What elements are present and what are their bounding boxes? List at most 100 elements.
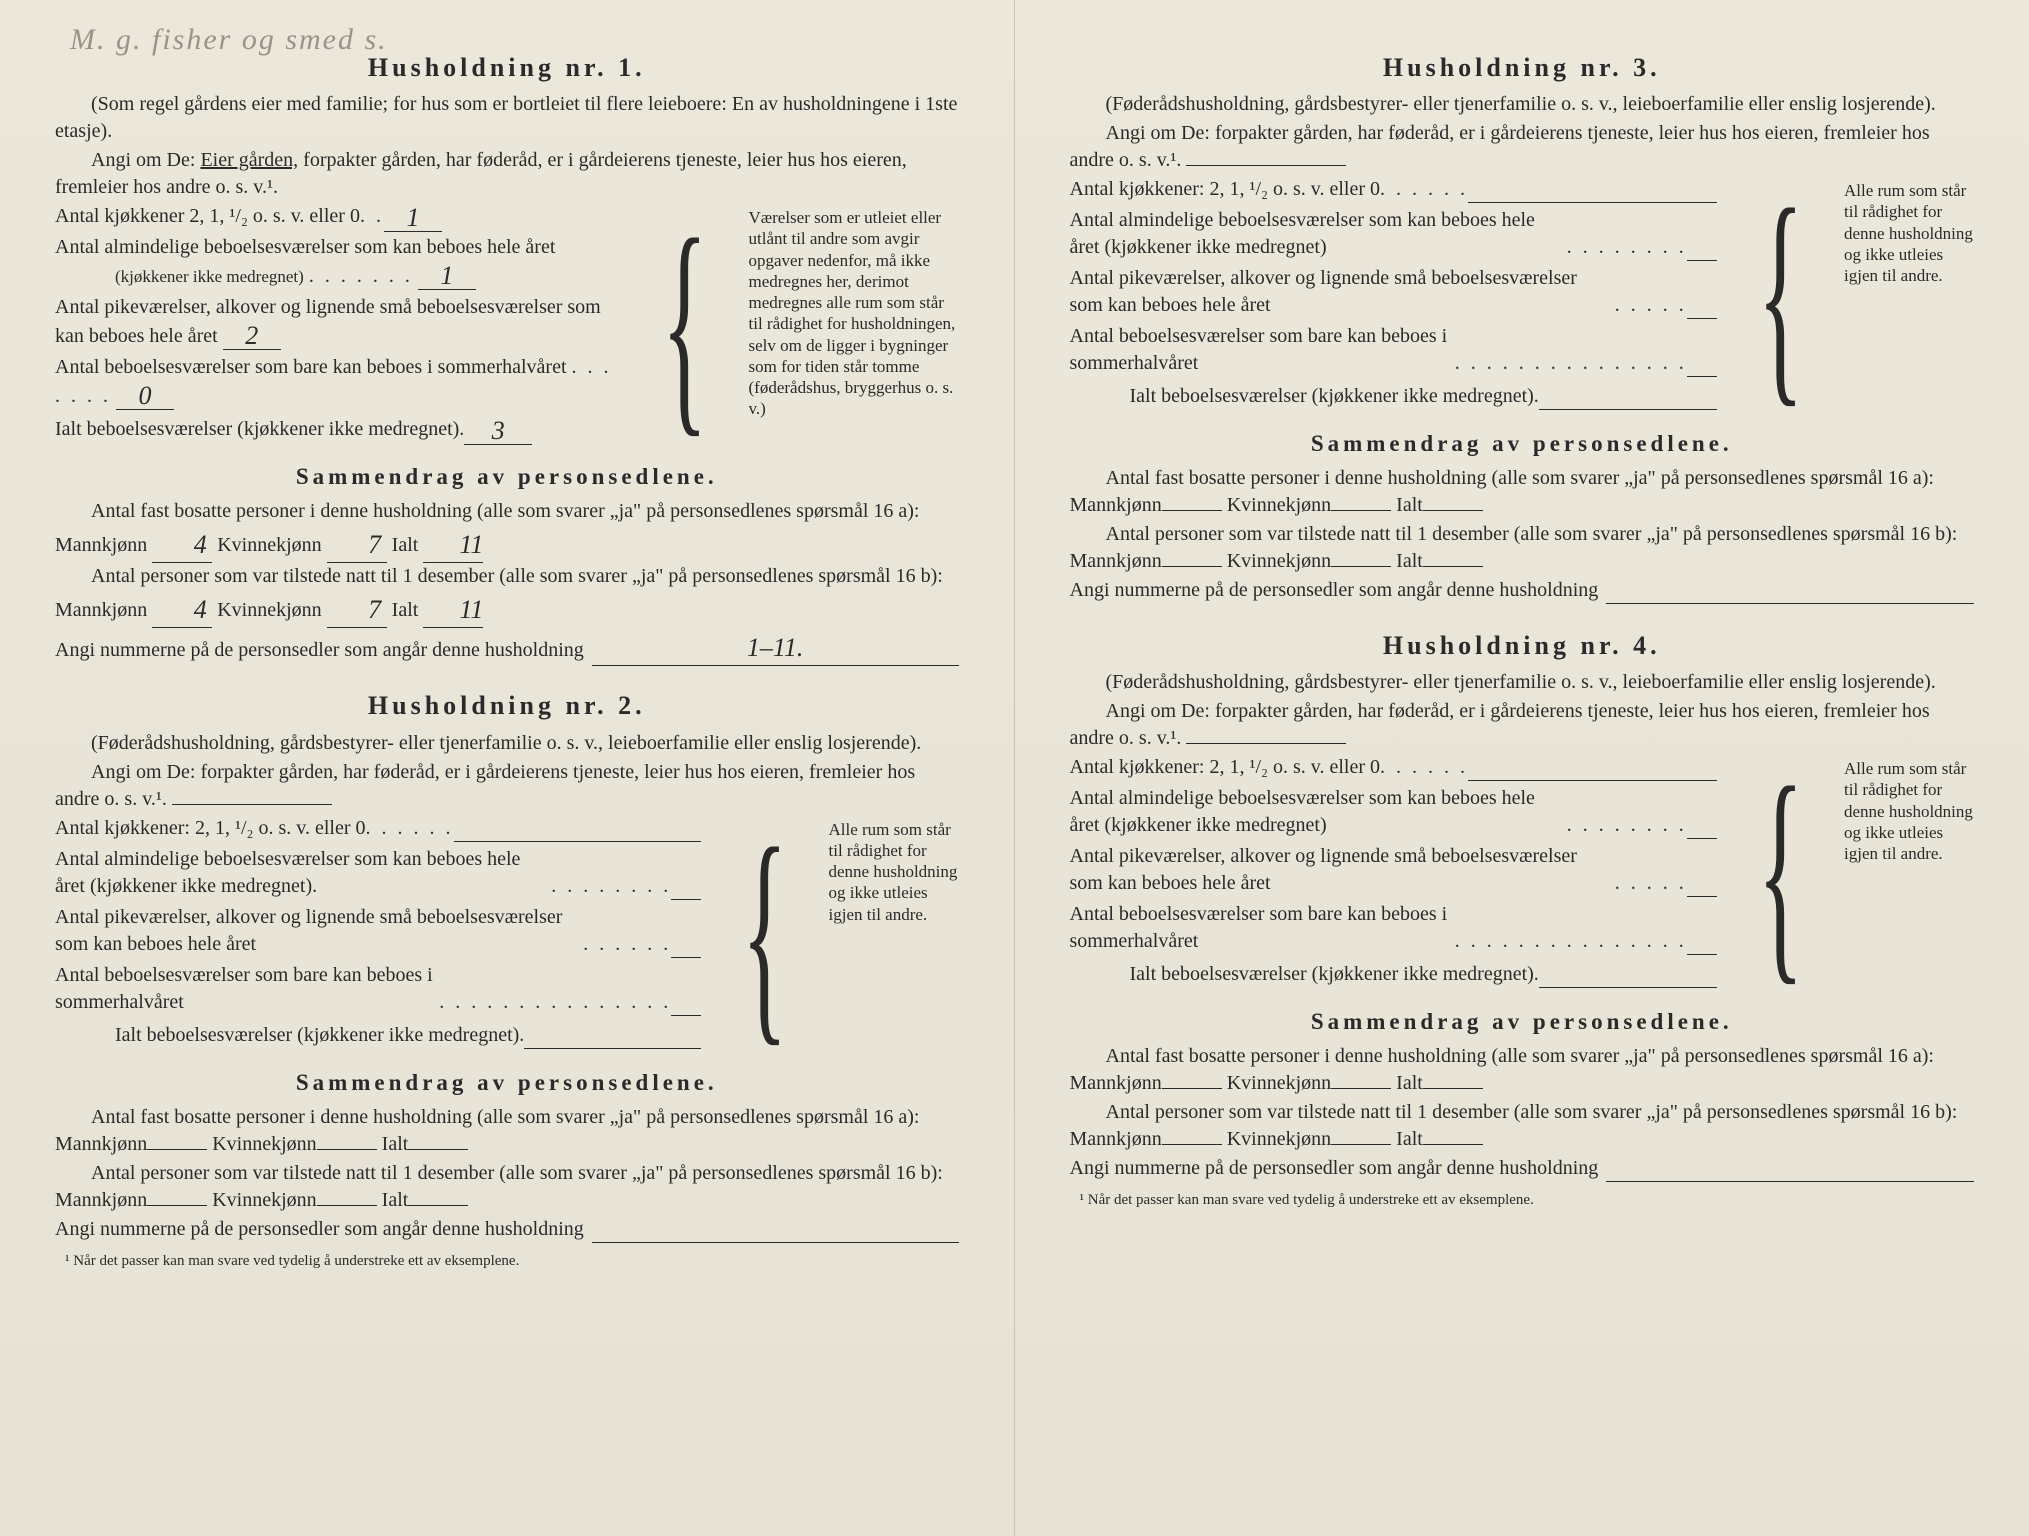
summary-16a: Antal fast bosatte personer i denne hush… xyxy=(55,498,959,561)
nummerne-row: Angi nummerne på de personsedler som ang… xyxy=(55,628,959,664)
row-value: 1 xyxy=(384,205,442,232)
household-3-sidenote: Alle rum som står til rådighet for denne… xyxy=(1844,176,1974,410)
s16b-prefix: Antal personer som var tilstede natt til… xyxy=(91,565,943,587)
row-sommer: Antal beboelsesværelser som bare kan beb… xyxy=(55,962,701,1016)
household-4-intro: (Føderådshusholdning, gårdsbestyrer- ell… xyxy=(1070,669,1975,696)
handwritten-annotation: M. g. fisher og smed s. xyxy=(70,20,388,61)
document-spread: M. g. fisher og smed s. Husholdning nr. … xyxy=(0,0,2029,1536)
summary-16a: Antal fast bosatte personer i denne hush… xyxy=(1070,1043,1975,1097)
mann-label: Mannkjønn xyxy=(1070,1128,1162,1150)
row-label: Antal pikeværelser, alkover og lignende … xyxy=(55,296,601,347)
household-3-summary-title: Sammendrag av personsedlene. xyxy=(1070,428,1975,459)
row-label: Antal kjøkkener: 2, 1, ¹/₂ o. s. v. elle… xyxy=(55,815,366,842)
s16b-prefix: Antal personer som var tilstede natt til… xyxy=(1106,1101,1958,1123)
footnote: ¹ Når det passer kan man svare ved tydel… xyxy=(55,1251,959,1271)
kvin-label: Kvinnekjønn xyxy=(1227,550,1331,572)
household-3-title: Husholdning nr. 3. xyxy=(1070,50,1975,85)
row-kjokkener: Antal kjøkkener: 2, 1, ¹/₂ o. s. v. elle… xyxy=(1070,754,1717,781)
s16b-prefix: Antal personer som var tilstede natt til… xyxy=(1106,523,1958,545)
mann-label: Mannkjønn xyxy=(55,1133,147,1155)
household-2-angi: Angi om De: forpakter gården, har føderå… xyxy=(55,759,959,813)
row-beboelse: Antal almindelige beboelsesværelser som … xyxy=(1070,785,1717,839)
mann-label: Mannkjønn xyxy=(1070,550,1162,572)
summary-16b: Antal personer som var tilstede natt til… xyxy=(55,1160,959,1214)
kvin-label: Kvinnekjønn xyxy=(212,1189,316,1211)
s16b-m: 4 xyxy=(152,592,212,628)
s16a-prefix: Antal fast bosatte personer i denne hush… xyxy=(91,500,920,522)
left-page: M. g. fisher og smed s. Husholdning nr. … xyxy=(0,0,1015,1536)
s16a-prefix: Antal fast bosatte personer i denne hush… xyxy=(1106,467,1935,489)
row-kjokkener: Antal kjøkkener: 2, 1, ¹/₂ o. s. v. elle… xyxy=(1070,176,1717,203)
row-label: Antal beboelsesværelser som bare kan beb… xyxy=(1070,323,1455,377)
row-ialt: Ialt beboelsesværelser (kjøkkener ikke m… xyxy=(115,1022,701,1049)
ialt-label: Ialt xyxy=(1396,550,1423,572)
kvin-label: Kvinnekjønn xyxy=(217,599,321,621)
nummerne-row: Angi nummerne på de personsedler som ang… xyxy=(1070,1155,1975,1182)
household-4-summary-title: Sammendrag av personsedlene. xyxy=(1070,1006,1975,1037)
row-beboelse: Antal almindelige beboelsesværelser som … xyxy=(1070,207,1717,261)
row-sommer: Antal beboelsesværelser som bare kan beb… xyxy=(55,354,621,410)
nummerne-label: Angi nummerne på de personsedler som ang… xyxy=(1070,577,1599,604)
row-label: Antal almindelige beboelsesværelser som … xyxy=(1070,785,1567,839)
angi-underlined: Eier gården, xyxy=(200,149,298,171)
ialt-label: Ialt xyxy=(1396,494,1423,516)
summary-16a: Antal fast bosatte personer i denne hush… xyxy=(1070,465,1975,519)
nummerne-value: 1–11. xyxy=(592,630,959,666)
row-sommer: Antal beboelsesværelser som bare kan beb… xyxy=(1070,323,1717,377)
row-value xyxy=(671,1015,701,1016)
ialt-label: Ialt xyxy=(392,599,419,621)
row-label: Antal kjøkkener: 2, 1, ¹/₂ o. s. v. elle… xyxy=(1070,754,1381,781)
s16b-i: 11 xyxy=(423,592,483,628)
s16b-k: 7 xyxy=(327,592,387,628)
household-1-summary-title: Sammendrag av personsedlene. xyxy=(55,461,959,492)
row-sommer: Antal beboelsesværelser som bare kan beb… xyxy=(1070,901,1717,955)
household-4-title: Husholdning nr. 4. xyxy=(1070,628,1975,663)
row-value xyxy=(524,1048,701,1049)
row-label: Antal beboelsesværelser som bare kan beb… xyxy=(55,356,567,378)
ialt-label: Ialt xyxy=(1396,1072,1423,1094)
row-beboelse: Antal almindelige beboelsesværelser som … xyxy=(55,234,621,290)
household-2-title: Husholdning nr. 2. xyxy=(55,688,959,723)
footnote: ¹ Når det passer kan man svare ved tydel… xyxy=(1070,1190,1975,1210)
row-pike: Antal pikeværelser, alkover og lignende … xyxy=(1070,265,1717,319)
household-3-angi: Angi om De: forpakter gården, har føderå… xyxy=(1070,120,1975,174)
household-4-rooms-block: Antal kjøkkener: 2, 1, ¹/₂ o. s. v. elle… xyxy=(1070,754,1975,988)
summary-16b: Antal personer som var tilstede natt til… xyxy=(1070,521,1975,575)
row-pike: Antal pikeværelser, alkover og lignende … xyxy=(55,904,701,958)
row-label: Ialt beboelsesværelser (kjøkkener ikke m… xyxy=(55,416,464,443)
mann-label: Mannkjønn xyxy=(1070,494,1162,516)
kvin-label: Kvinnekjønn xyxy=(1227,1072,1331,1094)
angi-prefix: Angi om De: xyxy=(91,149,195,171)
right-page: Husholdning nr. 3. (Føderådshusholdning,… xyxy=(1015,0,2029,1536)
kvin-label: Kvinnekjønn xyxy=(217,534,321,556)
ialt-label: Ialt xyxy=(1396,1128,1423,1150)
s16a-k: 7 xyxy=(327,527,387,563)
household-2-sidenote: Alle rum som står til rådighet for denne… xyxy=(829,815,959,1049)
kvin-label: Kvinnekjønn xyxy=(1227,1128,1331,1150)
s16a-m: 4 xyxy=(152,527,212,563)
nummerne-label: Angi nummerne på de personsedler som ang… xyxy=(55,1216,584,1243)
row-value xyxy=(671,899,701,900)
row-value xyxy=(671,957,701,958)
nummerne-label: Angi nummerne på de personsedler som ang… xyxy=(1070,1155,1599,1182)
row-value: 3 xyxy=(464,418,532,445)
row-beboelse: Antal almindelige beboelsesværelser som … xyxy=(55,846,701,900)
row-label: Ialt beboelsesværelser (kjøkkener ikke m… xyxy=(1130,961,1539,988)
row-label: Antal kjøkkener: 2, 1, ¹/₂ o. s. v. elle… xyxy=(1070,176,1381,203)
row-ialt: Ialt beboelsesværelser (kjøkkener ikke m… xyxy=(55,416,621,443)
s16b-prefix: Antal personer som var tilstede natt til… xyxy=(91,1162,943,1184)
household-1-sidenote: Værelser som er utleiet eller utlånt til… xyxy=(749,203,959,443)
household-1-intro: (Som regel gårdens eier med familie; for… xyxy=(55,91,959,145)
kvin-label: Kvinnekjønn xyxy=(212,1133,316,1155)
row-label: Ialt beboelsesværelser (kjøkkener ikke m… xyxy=(115,1022,524,1049)
household-1-rooms-block: Antal kjøkkener 2, 1, ¹/₂ o. s. v. eller… xyxy=(55,203,959,443)
kvin-label: Kvinnekjønn xyxy=(1227,494,1331,516)
row-kjokkener: Antal kjøkkener 2, 1, ¹/₂ o. s. v. eller… xyxy=(55,203,621,230)
row-label: Antal pikeværelser, alkover og lignende … xyxy=(1070,265,1615,319)
nummerne-row: Angi nummerne på de personsedler som ang… xyxy=(1070,577,1975,604)
household-1-angi: Angi om De: Eier gården, forpakter gårde… xyxy=(55,147,959,201)
row-label: Antal beboelsesværelser som bare kan beb… xyxy=(55,962,439,1016)
summary-16a: Antal fast bosatte personer i denne hush… xyxy=(55,1104,959,1158)
household-4-sidenote: Alle rum som står til rådighet for denne… xyxy=(1844,754,1974,988)
row-ialt: Ialt beboelsesværelser (kjøkkener ikke m… xyxy=(1130,961,1717,988)
